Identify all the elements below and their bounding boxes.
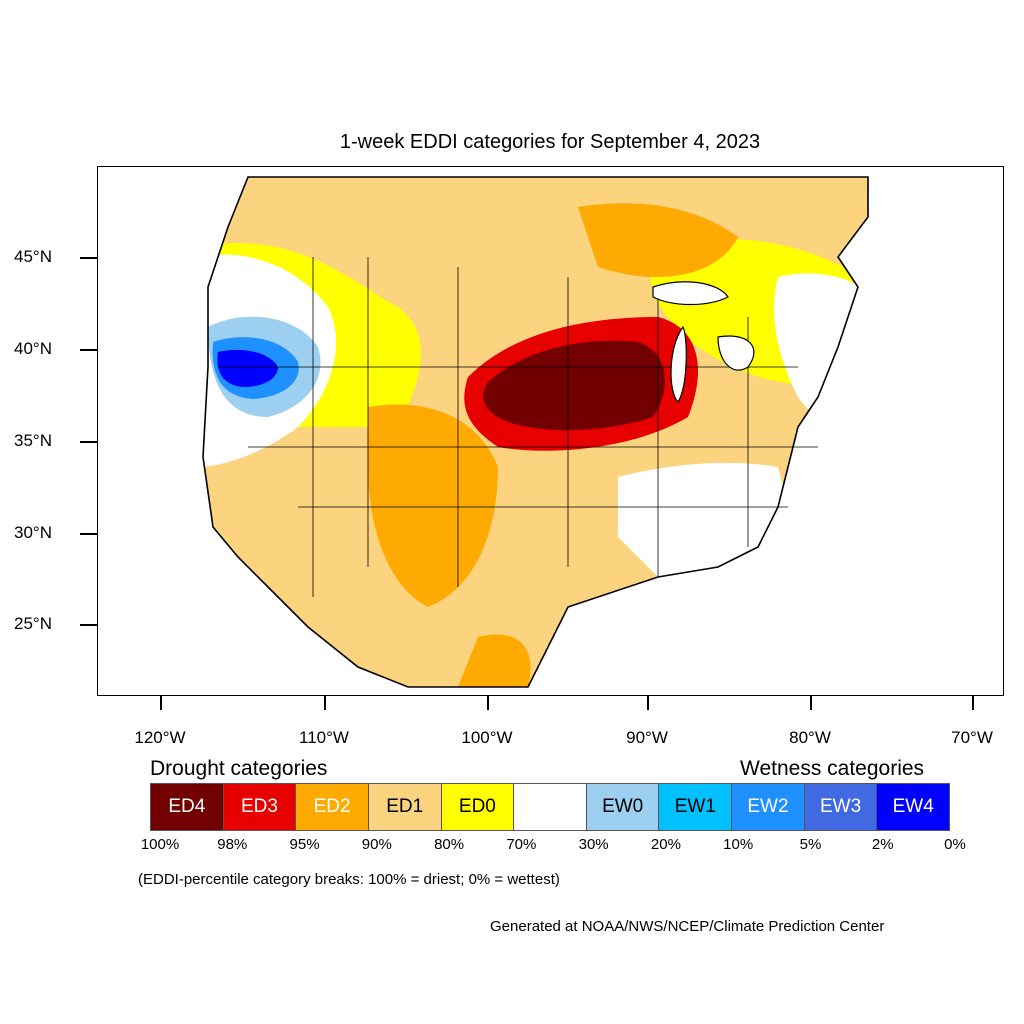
lon-tick	[324, 696, 326, 710]
coastline	[202, 176, 869, 688]
credit-line: Generated at NOAA/NWS/NCEP/Climate Predi…	[490, 918, 885, 935]
percentile-label: 0%	[944, 836, 966, 853]
drought-categories-label: Drought categories	[150, 757, 328, 780]
percentile-label: 2%	[871, 836, 894, 853]
legend-cell-normal	[514, 784, 587, 830]
category-breaks-note: (EDDI-percentile category breaks: 100% =…	[138, 871, 560, 888]
percentile-label: 80%	[434, 836, 465, 853]
legend-cell-ed2: ED2	[296, 784, 369, 830]
map-title: 1-week EDDI categories for September 4, …	[339, 131, 761, 153]
lat-label-30: 30°N	[14, 523, 52, 542]
region-ed2-southwest	[368, 404, 498, 607]
legend-colorbar: ED4 ED3 ED2 ED1 ED0 EW0 EW1 EW2 EW3 EW4	[150, 783, 950, 831]
percentile-label: 10%	[723, 836, 754, 853]
legend-cell-ew4: EW4	[877, 784, 950, 830]
percentile-label: 90%	[361, 836, 392, 853]
legend-cell-ew3: EW3	[804, 784, 878, 830]
percentile-label: 20%	[650, 836, 681, 853]
region-ed4-core	[483, 340, 665, 431]
lat-label-45: 45°N	[14, 247, 52, 266]
percentile-label: 70%	[506, 836, 537, 853]
legend-cell-ew0: EW0	[586, 784, 660, 830]
percentile-label: 30%	[578, 836, 609, 853]
lon-label-70: 70°W	[951, 728, 993, 747]
map-panel	[97, 166, 1004, 696]
lat-tick	[80, 349, 97, 351]
lat-tick	[80, 624, 97, 626]
legend-cell-ew1: EW1	[659, 784, 733, 830]
legend-cell-ed0: ED0	[441, 784, 515, 830]
lon-label-110: 110°W	[299, 728, 349, 747]
percentile-label: 98%	[217, 836, 248, 853]
lat-label-35: 35°N	[14, 431, 52, 450]
percentile-label: 5%	[799, 836, 822, 853]
lat-tick	[80, 441, 97, 443]
legend-cell-ew2: EW2	[732, 784, 805, 830]
lat-tick	[80, 257, 97, 259]
wetness-categories-label: Wetness categories	[740, 757, 925, 780]
lon-tick	[810, 696, 812, 710]
percentile-label: 95%	[289, 836, 320, 853]
lon-label-120: 120°W	[134, 728, 186, 747]
lon-label-100: 100°W	[461, 728, 513, 747]
lon-tick	[160, 696, 162, 710]
legend-cell-ed3: ED3	[223, 784, 297, 830]
percentile-label: 100%	[140, 836, 180, 853]
lat-label-40: 40°N	[14, 339, 52, 358]
legend-cell-ed4: ED4	[151, 784, 224, 830]
region-ew4-northwest	[217, 349, 278, 387]
great-lakes	[652, 281, 755, 403]
lat-label-25: 25°N	[14, 614, 52, 633]
lon-tick	[972, 696, 974, 710]
lon-label-80: 80°W	[789, 728, 831, 747]
legend-cell-ed1: ED1	[368, 784, 442, 830]
lat-tick	[80, 533, 97, 535]
lon-tick	[487, 696, 489, 710]
eddi-map	[202, 176, 869, 688]
lon-tick	[647, 696, 649, 710]
lon-label-90: 90°W	[626, 728, 668, 747]
